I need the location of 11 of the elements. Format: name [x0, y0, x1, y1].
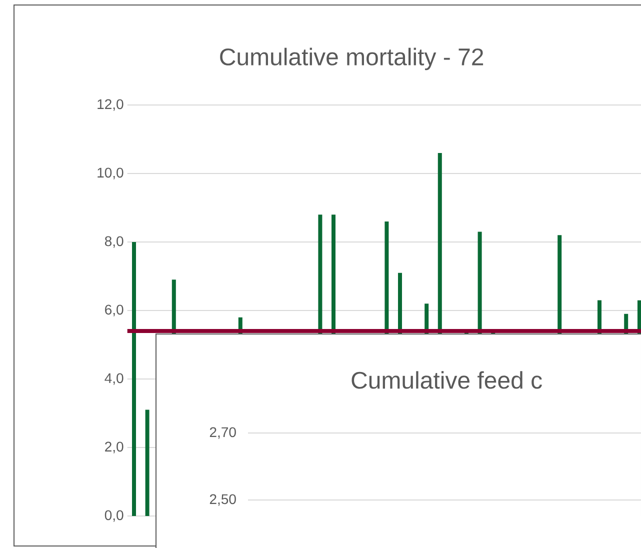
- y-tick-label: 12,0: [98, 99, 124, 111]
- y-tick-label: 10,0: [98, 168, 124, 180]
- y-tick-label: 0,0: [104, 510, 124, 522]
- y-tick-label: 2,0: [105, 442, 124, 454]
- y-tick-label: 6,0: [105, 304, 124, 316]
- annotation: 2,50: [210, 494, 236, 506]
- chart-title: Cumulative mortality - 72: [220, 48, 484, 70]
- text: Cumulative feed c: [352, 371, 542, 389]
- annotation: 2,70: [210, 427, 236, 439]
- y-tick-label: 8,0: [104, 236, 124, 248]
- y-tick-label: 4,0: [104, 373, 124, 385]
